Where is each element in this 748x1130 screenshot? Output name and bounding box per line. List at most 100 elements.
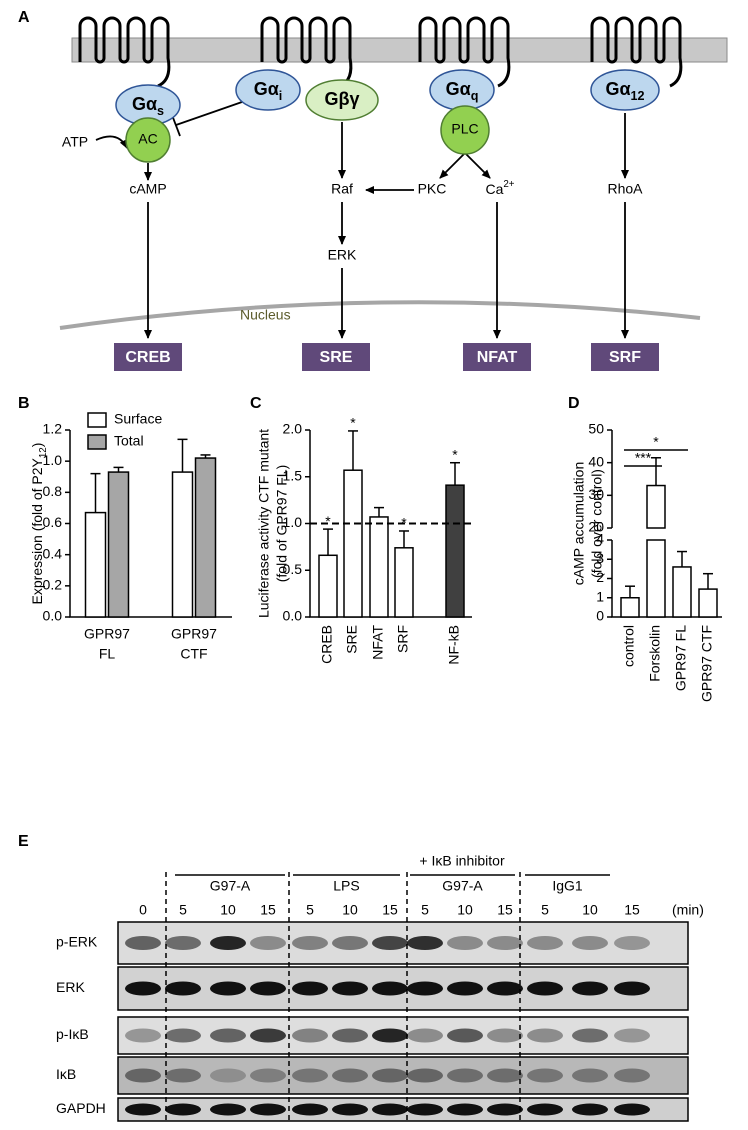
comparison-label: *** bbox=[635, 450, 652, 466]
band bbox=[407, 1028, 443, 1043]
g-protein-label: Gαi bbox=[254, 79, 283, 104]
band bbox=[292, 1103, 328, 1116]
y-axis-label: cAMP accumulation bbox=[571, 462, 587, 585]
band bbox=[614, 981, 650, 996]
transcription-factor bbox=[463, 343, 531, 371]
messenger: PKC bbox=[418, 181, 447, 197]
y-axis-label-main: Expression (fold of P2Y bbox=[29, 457, 45, 604]
y-tick-label: 0.2 bbox=[43, 577, 63, 593]
band bbox=[125, 1028, 161, 1043]
bar bbox=[672, 566, 692, 618]
bar bbox=[445, 484, 465, 618]
legend-swatch bbox=[87, 412, 107, 428]
lane-label: 5 bbox=[306, 902, 314, 918]
messenger-sup: 2+ bbox=[503, 179, 514, 190]
bar bbox=[646, 484, 666, 529]
y-tick-label: 2 bbox=[596, 569, 604, 585]
panel-label: E bbox=[18, 833, 29, 850]
y-tick-label: 0 bbox=[596, 608, 604, 624]
band bbox=[165, 1103, 201, 1116]
band bbox=[292, 936, 328, 950]
band bbox=[165, 936, 201, 950]
treatment-header: + IκB inhibitor bbox=[419, 853, 505, 869]
x-tick-label: GPR97 bbox=[171, 626, 217, 642]
band bbox=[614, 1028, 650, 1043]
messenger: ATP bbox=[62, 134, 88, 150]
y-tick-label: 50 bbox=[588, 421, 604, 437]
g-protein-label-main: Gα bbox=[132, 94, 157, 114]
band bbox=[407, 1068, 443, 1083]
band bbox=[487, 1028, 523, 1043]
g-protein-label-main: Gβγ bbox=[325, 89, 360, 109]
bar bbox=[369, 516, 389, 618]
panel-label: D bbox=[568, 395, 580, 412]
y-axis-label: (fold over control) bbox=[589, 469, 605, 578]
x-tick-label: NFAT bbox=[370, 625, 386, 660]
band bbox=[407, 1103, 443, 1116]
band bbox=[372, 1068, 408, 1083]
band bbox=[447, 1103, 483, 1116]
y-tick-label: 2.0 bbox=[283, 421, 303, 437]
band bbox=[527, 981, 563, 996]
y-tick-label: 0.6 bbox=[43, 514, 63, 530]
band bbox=[372, 936, 408, 950]
band bbox=[447, 1068, 483, 1083]
g-protein-label-sub: s bbox=[157, 104, 164, 118]
effector-label: PLC bbox=[451, 121, 478, 137]
x-tick-label: CREB bbox=[319, 625, 335, 664]
band bbox=[165, 981, 201, 996]
x-tick-label: control bbox=[621, 625, 637, 667]
transcription-factor-label: SRE bbox=[320, 349, 353, 366]
band bbox=[125, 936, 161, 950]
band bbox=[332, 1028, 368, 1043]
band bbox=[332, 1103, 368, 1116]
y-tick-label: 1.0 bbox=[283, 514, 303, 530]
significance: * bbox=[350, 415, 356, 431]
g-protein-label: Gα12 bbox=[605, 79, 644, 104]
bar bbox=[171, 471, 194, 618]
band bbox=[125, 981, 161, 996]
y-tick-label: 30 bbox=[588, 486, 604, 502]
band bbox=[210, 1103, 246, 1116]
transcription-factor-label: CREB bbox=[125, 349, 170, 366]
y-axis-label: Luciferase activity CTF mutant bbox=[256, 429, 272, 618]
y-tick-label: 1.0 bbox=[43, 452, 63, 468]
band bbox=[210, 1068, 246, 1083]
bar bbox=[318, 554, 338, 618]
band bbox=[527, 1103, 563, 1116]
x-tick-label: SRF bbox=[395, 625, 411, 653]
y-tick-label: 1 bbox=[596, 588, 604, 604]
y-axis-label-end: ) bbox=[29, 443, 45, 448]
y-tick-label: 4 bbox=[596, 531, 604, 547]
transcription-factor bbox=[114, 343, 182, 371]
band bbox=[372, 1103, 408, 1116]
y-tick-label: 0.4 bbox=[43, 545, 63, 561]
band bbox=[407, 936, 443, 950]
band bbox=[572, 1028, 608, 1043]
y-tick-label: 3 bbox=[596, 550, 604, 566]
band bbox=[572, 1103, 608, 1116]
band bbox=[165, 1028, 201, 1043]
legend-label: Total bbox=[114, 433, 144, 449]
comparison-label: * bbox=[653, 434, 659, 450]
band bbox=[292, 981, 328, 996]
effector bbox=[440, 105, 490, 155]
bar bbox=[84, 511, 107, 618]
band bbox=[165, 1068, 201, 1083]
transcription-factor-label: SRF bbox=[609, 349, 641, 366]
y-tick-label: 1.2 bbox=[43, 421, 63, 437]
g-protein bbox=[235, 69, 301, 111]
g-protein-label: Gβγ bbox=[325, 89, 360, 109]
band bbox=[332, 1068, 368, 1083]
y-tick-label: 20 bbox=[588, 519, 604, 535]
lane-label: 5 bbox=[421, 902, 429, 918]
lane-label: 15 bbox=[382, 902, 398, 918]
transcription-factor bbox=[302, 343, 370, 371]
band bbox=[572, 936, 608, 950]
x-tick-label: SRE bbox=[344, 625, 360, 654]
panel-label: C bbox=[250, 395, 262, 412]
row-label: p-IκB bbox=[56, 1026, 89, 1042]
receptor bbox=[78, 16, 171, 88]
y-tick-label: 0.0 bbox=[43, 608, 63, 624]
unit-label: (min) bbox=[672, 902, 704, 918]
